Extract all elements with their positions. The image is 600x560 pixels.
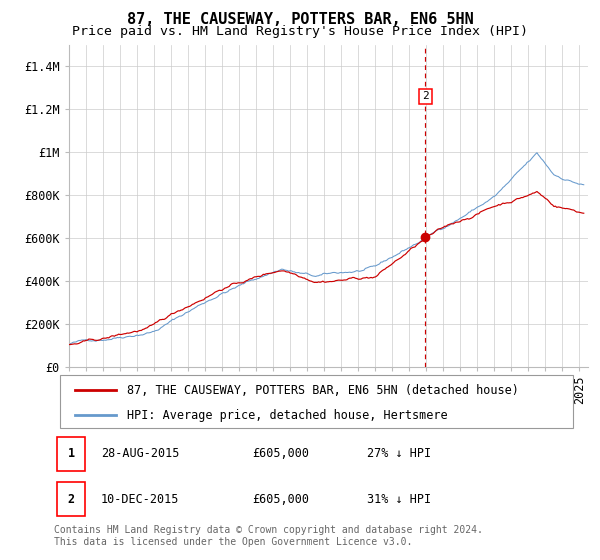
Text: £605,000: £605,000 <box>253 447 310 460</box>
Text: 2: 2 <box>67 493 74 506</box>
FancyBboxPatch shape <box>56 437 85 472</box>
Text: £605,000: £605,000 <box>253 493 310 506</box>
Text: 87, THE CAUSEWAY, POTTERS BAR, EN6 5HN: 87, THE CAUSEWAY, POTTERS BAR, EN6 5HN <box>127 12 473 27</box>
Text: 28-AUG-2015: 28-AUG-2015 <box>101 447 179 460</box>
FancyBboxPatch shape <box>60 375 573 428</box>
Text: 31% ↓ HPI: 31% ↓ HPI <box>367 493 431 506</box>
Text: 2: 2 <box>422 91 429 101</box>
Text: Contains HM Land Registry data © Crown copyright and database right 2024.
This d: Contains HM Land Registry data © Crown c… <box>54 525 483 547</box>
Text: 87, THE CAUSEWAY, POTTERS BAR, EN6 5HN (detached house): 87, THE CAUSEWAY, POTTERS BAR, EN6 5HN (… <box>127 384 518 396</box>
Text: Price paid vs. HM Land Registry's House Price Index (HPI): Price paid vs. HM Land Registry's House … <box>72 25 528 38</box>
Text: 1: 1 <box>67 447 74 460</box>
Text: 27% ↓ HPI: 27% ↓ HPI <box>367 447 431 460</box>
Text: 10-DEC-2015: 10-DEC-2015 <box>101 493 179 506</box>
FancyBboxPatch shape <box>56 482 85 516</box>
Text: HPI: Average price, detached house, Hertsmere: HPI: Average price, detached house, Hert… <box>127 409 448 422</box>
